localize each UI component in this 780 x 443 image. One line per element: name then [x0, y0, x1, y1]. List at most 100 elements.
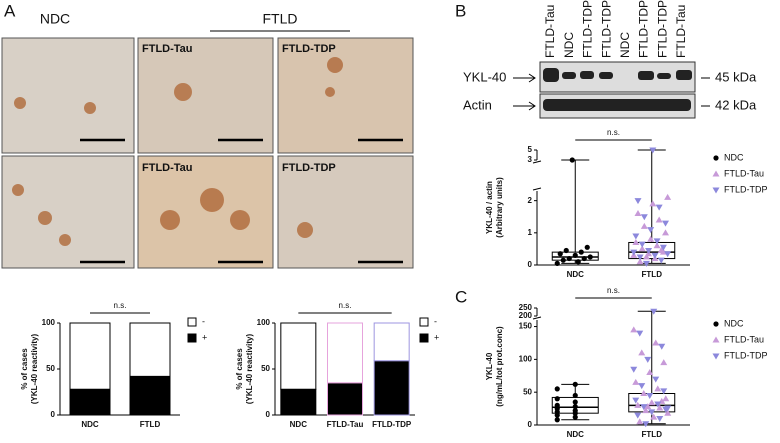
point: [649, 147, 657, 154]
point: [638, 349, 646, 356]
group-header: NDC: [40, 11, 70, 27]
point: [646, 392, 654, 399]
point: [636, 418, 644, 425]
scale-bars: [80, 138, 403, 264]
band-label: Actin: [463, 97, 492, 112]
point: [642, 421, 650, 428]
point: [660, 359, 668, 366]
legend-label: NDC: [724, 152, 744, 162]
point: [642, 407, 650, 414]
point: [640, 214, 648, 221]
legend-marker: [712, 170, 720, 177]
panel-label: B: [455, 1, 466, 20]
micrograph: [1, 37, 135, 154]
y-tick-label: 150: [519, 322, 533, 331]
legend-label: FTLD-Tau: [724, 334, 764, 344]
point: [575, 259, 581, 265]
panel-label: A: [4, 1, 16, 20]
point: [572, 404, 578, 410]
y-axis-label: (YKL-40 reactivity): [30, 334, 39, 405]
y-tick-label: 0: [528, 420, 533, 429]
micrograph: [277, 155, 414, 269]
point: [587, 254, 593, 260]
point: [644, 356, 652, 363]
point: [656, 415, 664, 422]
point: [648, 399, 656, 406]
lane-label: FTLD-TDP: [655, 0, 669, 58]
point: [655, 204, 663, 211]
point: [657, 257, 665, 264]
x-tick-label: FTLD-TDP: [372, 420, 412, 429]
micrograph: [137, 37, 274, 154]
point: [632, 238, 640, 245]
legend-label: FTLD-TDP: [724, 184, 768, 194]
point: [653, 242, 661, 249]
point: [578, 249, 584, 255]
point: [554, 402, 560, 408]
point: [554, 260, 560, 266]
axis-break: [532, 316, 542, 320]
point: [554, 417, 560, 423]
point: [645, 248, 653, 255]
y-tick-label: 50: [523, 387, 532, 396]
point: [656, 404, 664, 411]
point: [572, 381, 578, 387]
legend-label: +: [202, 332, 207, 342]
micrograph-label: FTLD-TDP: [282, 43, 336, 55]
point: [634, 210, 642, 217]
legend-marker: [713, 155, 719, 161]
point: [662, 229, 670, 236]
point: [638, 241, 646, 248]
y-tick-label: 200: [519, 311, 533, 320]
y-tick-label: 1: [528, 228, 533, 237]
bar-segment: [69, 388, 111, 416]
legend-marker: [712, 336, 720, 343]
y-tick-label: 2: [528, 196, 533, 205]
bands: [543, 68, 692, 111]
point: [652, 376, 660, 383]
bar-segment: [69, 322, 111, 390]
stained-cells: [12, 57, 343, 246]
y-tick-label: 3: [528, 155, 533, 164]
micrograph: [137, 155, 274, 269]
y-tick-label: 250: [519, 303, 533, 312]
point: [664, 193, 672, 200]
point: [640, 390, 648, 396]
band-size: 42 kDa: [715, 97, 757, 112]
bar-segment: [280, 388, 317, 416]
point: [650, 308, 658, 315]
band-label: YKL-40: [463, 69, 506, 84]
point: [654, 401, 662, 408]
lane-label: FTLD-TDP: [637, 0, 651, 58]
point: [638, 383, 646, 390]
point: [659, 244, 667, 251]
legend-swatch: [187, 317, 197, 327]
point: [664, 409, 672, 416]
point: [650, 413, 658, 420]
legend-swatch: [419, 317, 429, 327]
y-axis-label: (YKL-40 reactivity): [245, 334, 254, 405]
point: [563, 247, 569, 254]
y-axis-label: YKL-40: [485, 352, 494, 380]
point: [664, 405, 672, 412]
point: [640, 404, 648, 411]
x-tick-label: NDC: [81, 420, 99, 429]
y-tick-label: 0: [266, 410, 271, 419]
point: [569, 157, 575, 163]
point: [662, 220, 670, 227]
point: [660, 388, 668, 395]
point: [651, 252, 659, 259]
point: [634, 401, 642, 408]
y-tick-label: 50: [46, 364, 55, 373]
legend-marker: [712, 187, 720, 194]
point: [653, 238, 661, 245]
bar-segment: [280, 322, 317, 390]
point: [554, 396, 560, 402]
micrograph-label: FTLD-TDP: [282, 162, 336, 174]
lane-label: FTLD-TDP: [599, 0, 613, 58]
point: [654, 385, 662, 392]
x-tick-label: FTLD: [642, 270, 663, 279]
annotation: n.s.: [114, 301, 127, 310]
point: [630, 249, 638, 256]
point: [636, 254, 644, 261]
